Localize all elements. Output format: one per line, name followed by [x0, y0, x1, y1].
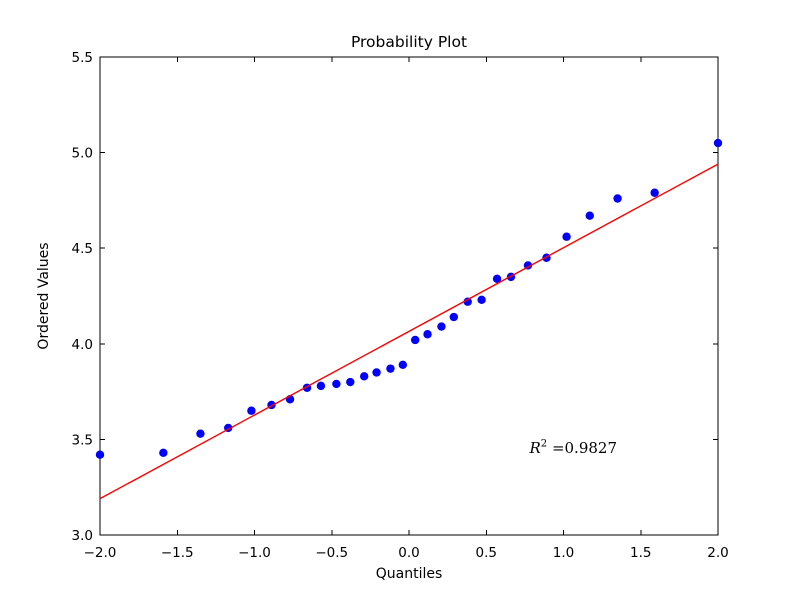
data-point: [410, 335, 420, 345]
r-squared-base: R: [529, 439, 541, 457]
data-point: [437, 322, 446, 331]
x-axis-label: Quantiles: [376, 566, 443, 582]
y-axis-label: Ordered Values: [36, 242, 52, 349]
x-tick-label: 1.5: [630, 545, 651, 561]
chart-title: Probability Plot: [351, 33, 467, 51]
x-tick-label: −1.5: [161, 545, 194, 561]
data-point: [449, 312, 459, 322]
data-point: [95, 450, 105, 459]
data-point: [398, 360, 408, 370]
y-tick-label: 5.5: [72, 50, 93, 66]
data-point: [477, 295, 486, 305]
data-point: [492, 274, 502, 283]
x-tick-label: 0.5: [476, 545, 497, 561]
data-point: [332, 379, 341, 389]
data-point: [463, 297, 472, 306]
data-point: [316, 381, 326, 391]
r-squared-annotation: R2 =0.9827: [529, 438, 618, 457]
r-squared-superscript: 2: [541, 438, 547, 449]
y-tick-label: 3.5: [72, 432, 93, 448]
data-point: [372, 368, 381, 377]
y-tick-label: 3.0: [72, 528, 93, 544]
x-tick-label: −2.0: [84, 545, 117, 561]
x-tick-label: 1.0: [553, 545, 574, 561]
data-point: [713, 138, 723, 148]
x-tick-label: −1.0: [238, 545, 271, 561]
data-point: [650, 188, 659, 197]
y-tick-label: 4.0: [72, 337, 93, 353]
data-point: [359, 372, 369, 381]
fit-line: [99, 163, 719, 500]
data-point: [386, 364, 395, 373]
data-point: [585, 211, 594, 220]
data-point: [423, 330, 432, 339]
y-tick-label: 5.0: [72, 146, 93, 162]
data-point: [613, 194, 622, 203]
data-point: [159, 448, 168, 457]
data-point: [196, 429, 205, 438]
r-squared-value: =0.9827: [547, 439, 617, 457]
x-tick-label: 2.0: [707, 545, 728, 561]
x-tick-label: −0.5: [315, 545, 348, 561]
data-point: [247, 406, 256, 415]
x-tick-label: 0.0: [398, 545, 419, 561]
y-tick-label: 4.5: [72, 241, 93, 257]
data-point: [562, 232, 571, 241]
plot-area: [99, 56, 719, 536]
data-point: [346, 377, 355, 387]
